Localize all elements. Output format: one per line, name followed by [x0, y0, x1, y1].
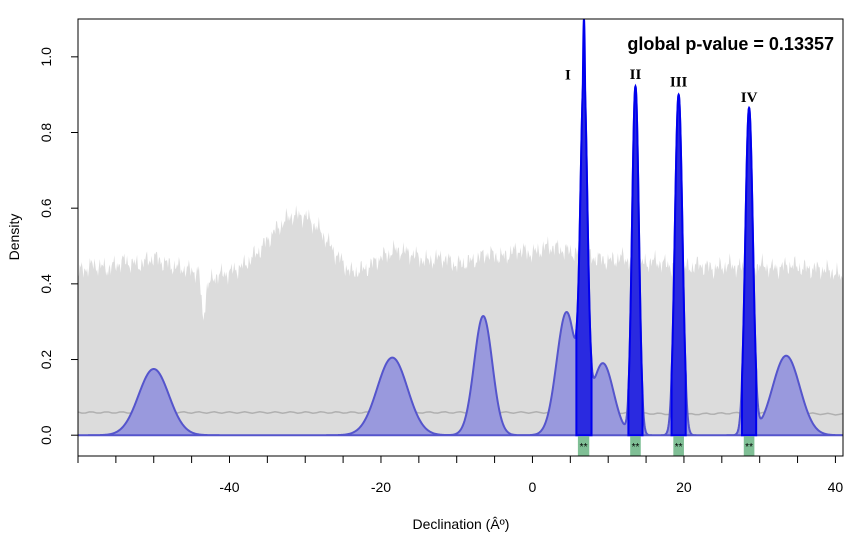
x-tick-label: 20 — [676, 479, 692, 495]
significant-peak-II — [627, 83, 644, 437]
y-axis-label: Density — [6, 214, 22, 261]
x-tick-label: -20 — [371, 479, 391, 495]
significance-bar-I — [577, 436, 590, 456]
y-tick-label: 0.6 — [38, 198, 54, 218]
significance-stars-IV: ** — [745, 442, 753, 453]
x-tick-label: 0 — [529, 479, 537, 495]
x-tick-label: -40 — [219, 479, 239, 495]
significant-peak-IV — [741, 105, 758, 437]
peak-label-II: II — [630, 67, 642, 83]
significance-stars-III: ** — [675, 442, 683, 453]
peak-label-IV: IV — [741, 90, 758, 106]
significance-markers: ** ** ** ** — [577, 436, 755, 456]
global-p-value: global p-value = 0.13357 — [627, 34, 834, 54]
significance-bar-II — [630, 436, 641, 456]
null-mean-line — [78, 410, 843, 416]
y-tick-label: 0.2 — [38, 350, 54, 370]
y-tick-label: 0.0 — [38, 425, 54, 445]
y-tick-label: 1.0 — [38, 47, 54, 67]
significance-bar-III — [673, 436, 684, 456]
plot-frame — [77, 18, 844, 457]
observed-density-area — [78, 72, 843, 437]
significance-stars-II: ** — [632, 442, 640, 453]
significant-peak-III — [670, 92, 687, 437]
significance-bar-IV — [743, 436, 755, 456]
y-tick-label: 0.4 — [38, 274, 54, 294]
plot-area: ** ** ** ** — [78, 19, 843, 456]
significant-peaks — [575, 19, 758, 437]
significant-peak-I — [575, 19, 593, 437]
x-axis-label: Declination (Âº) — [413, 516, 510, 532]
significance-stars-I: ** — [580, 442, 588, 453]
null-envelope-area — [78, 205, 843, 436]
peak-label-I: I — [565, 68, 571, 84]
y-axis: 0.0 0.2 0.4 0.6 0.8 1.0 — [38, 47, 78, 445]
x-axis: -40 -20 0 20 40 — [77, 456, 844, 495]
x-tick-label: 40 — [828, 479, 844, 495]
y-tick-label: 0.8 — [38, 123, 54, 143]
peak-label-III: III — [670, 75, 688, 91]
